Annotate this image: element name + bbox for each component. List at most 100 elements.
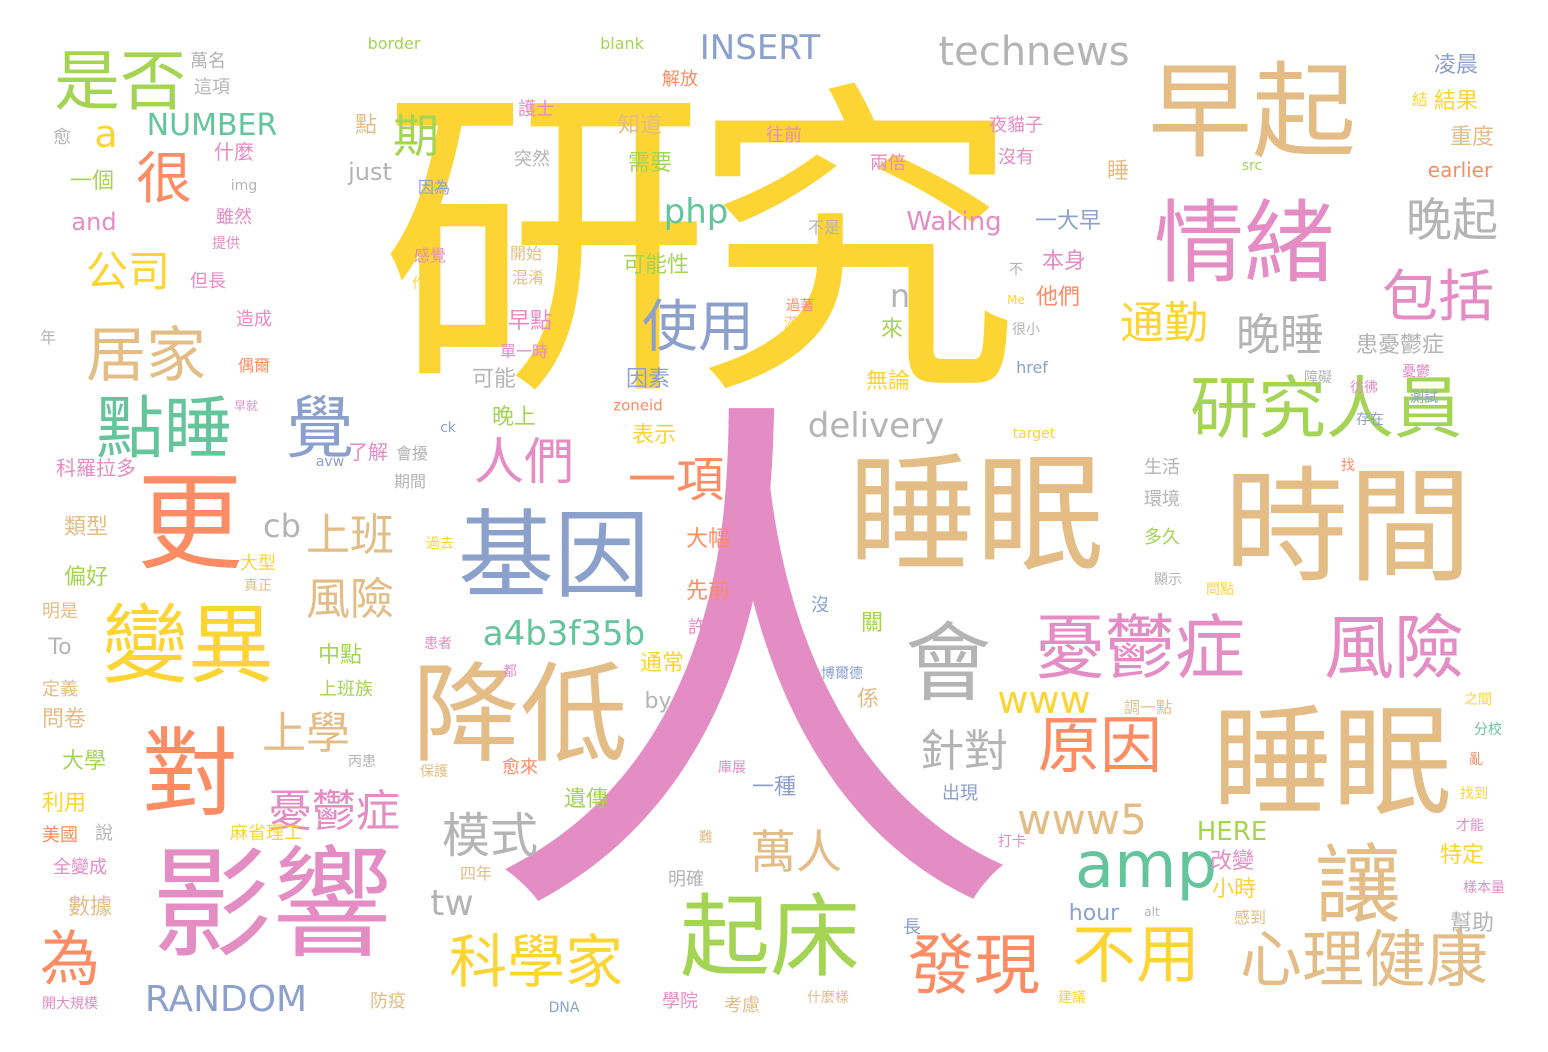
word: 突然 bbox=[514, 149, 550, 170]
word: 偏好 bbox=[63, 565, 109, 590]
word: INSERT bbox=[699, 28, 821, 68]
word: 晚起 bbox=[1406, 193, 1498, 247]
word: just bbox=[348, 158, 392, 186]
word: 不用 bbox=[1072, 919, 1200, 993]
word: 很 bbox=[136, 147, 192, 212]
word: 睡 bbox=[1106, 159, 1130, 184]
word: 之間 bbox=[1464, 692, 1492, 708]
word: 研究 bbox=[380, 56, 1020, 440]
word: 可能性 bbox=[622, 253, 690, 278]
word: 單一時 bbox=[499, 342, 549, 361]
word: 通勤 bbox=[1120, 298, 1208, 349]
word: 大學 bbox=[61, 749, 107, 774]
word: 早就 bbox=[233, 399, 259, 413]
word: 係 bbox=[856, 687, 880, 712]
word: 混淆 bbox=[511, 268, 545, 287]
word: 測試 bbox=[1410, 390, 1438, 406]
word: 大幅 bbox=[685, 527, 731, 552]
word: To bbox=[48, 635, 72, 660]
word: 憂鬱症 bbox=[268, 786, 400, 837]
word: 模式 bbox=[441, 808, 539, 864]
word: php bbox=[663, 192, 729, 232]
word: 找 bbox=[1341, 458, 1355, 474]
word: 往前 bbox=[766, 125, 802, 146]
word: hour bbox=[1068, 901, 1120, 926]
word: amp bbox=[1074, 829, 1218, 903]
word: 找到 bbox=[1460, 786, 1488, 802]
word: 覺 bbox=[285, 390, 355, 469]
word: 利用 bbox=[41, 791, 87, 816]
word: 丙患 bbox=[348, 754, 376, 770]
word: 通常 bbox=[639, 651, 685, 676]
word: 晚睡 bbox=[1236, 310, 1324, 361]
word: 防疫 bbox=[370, 991, 406, 1012]
word: img bbox=[230, 178, 258, 194]
word: 一項 bbox=[627, 452, 725, 508]
word: 開大規模 bbox=[42, 996, 98, 1012]
word: 上班 bbox=[306, 510, 394, 561]
word: 知道 bbox=[617, 113, 663, 138]
word: 出現 bbox=[942, 783, 978, 804]
word: 重度 bbox=[1449, 125, 1495, 150]
word: 人 bbox=[482, 360, 1022, 988]
word: 一個 bbox=[69, 169, 115, 194]
word: 萬人 bbox=[750, 825, 842, 879]
word: 萬名 bbox=[190, 51, 226, 72]
word: 雖然 bbox=[216, 207, 252, 228]
word: 障礙 bbox=[1304, 370, 1332, 386]
word: 大型 bbox=[240, 553, 276, 574]
word: 凌晨 bbox=[1433, 53, 1479, 78]
word: 研究人員 bbox=[1189, 370, 1463, 449]
word: 幫助 bbox=[1449, 911, 1495, 936]
word: HERE bbox=[1196, 817, 1268, 847]
word: 改變 bbox=[1209, 849, 1255, 874]
word: 對 bbox=[142, 718, 238, 830]
word: 會擾 bbox=[395, 444, 429, 463]
word: 期間 bbox=[393, 472, 427, 491]
word: 人們 bbox=[474, 433, 574, 491]
word: tw bbox=[430, 883, 474, 924]
word: 居家 bbox=[86, 321, 206, 391]
word: 影響 bbox=[152, 836, 392, 975]
word: 樣本量 bbox=[1463, 880, 1505, 896]
word: 明是 bbox=[42, 601, 78, 622]
word: 了解 bbox=[348, 440, 388, 464]
word: 不是 bbox=[807, 218, 841, 237]
word: 一大早 bbox=[1034, 209, 1102, 234]
word: 基因 bbox=[458, 500, 650, 612]
word: 科學家 bbox=[448, 928, 624, 996]
word: 憂鬱症 bbox=[1035, 607, 1245, 689]
word: 科羅拉多 bbox=[56, 456, 136, 480]
word: 都 bbox=[503, 664, 517, 680]
word: 問點 bbox=[1206, 582, 1234, 598]
word: 沒 bbox=[811, 595, 829, 616]
word: border bbox=[367, 34, 421, 53]
word: 問卷 bbox=[41, 707, 87, 732]
word: by bbox=[644, 689, 672, 714]
word: NUMBER bbox=[146, 108, 278, 143]
word: 多久 bbox=[1144, 527, 1180, 548]
word: 會 bbox=[905, 614, 991, 714]
word: 學院 bbox=[662, 991, 698, 1012]
word: 晚上 bbox=[491, 405, 537, 430]
word: zoneid bbox=[613, 396, 663, 415]
word: 早起 bbox=[1147, 51, 1357, 173]
word: 美國 bbox=[42, 825, 78, 846]
word: 需要 bbox=[627, 151, 673, 176]
word: 因為 bbox=[417, 178, 451, 197]
word: 感到 bbox=[1233, 908, 1267, 927]
word: 麻省理工 bbox=[230, 823, 302, 844]
word: 不 bbox=[1009, 262, 1023, 278]
word: 調一點 bbox=[1123, 698, 1173, 717]
word: 這項 bbox=[194, 77, 230, 98]
word: 睡眠 bbox=[847, 441, 1105, 590]
word: and bbox=[71, 208, 117, 236]
word: 點睡 bbox=[95, 390, 233, 469]
word: www bbox=[997, 678, 1091, 722]
word: 什麼樣 bbox=[807, 990, 849, 1006]
word: 建議 bbox=[1058, 990, 1086, 1006]
word: 說 bbox=[95, 823, 113, 844]
word: ck bbox=[440, 420, 456, 436]
word: 結 bbox=[1411, 90, 1429, 109]
